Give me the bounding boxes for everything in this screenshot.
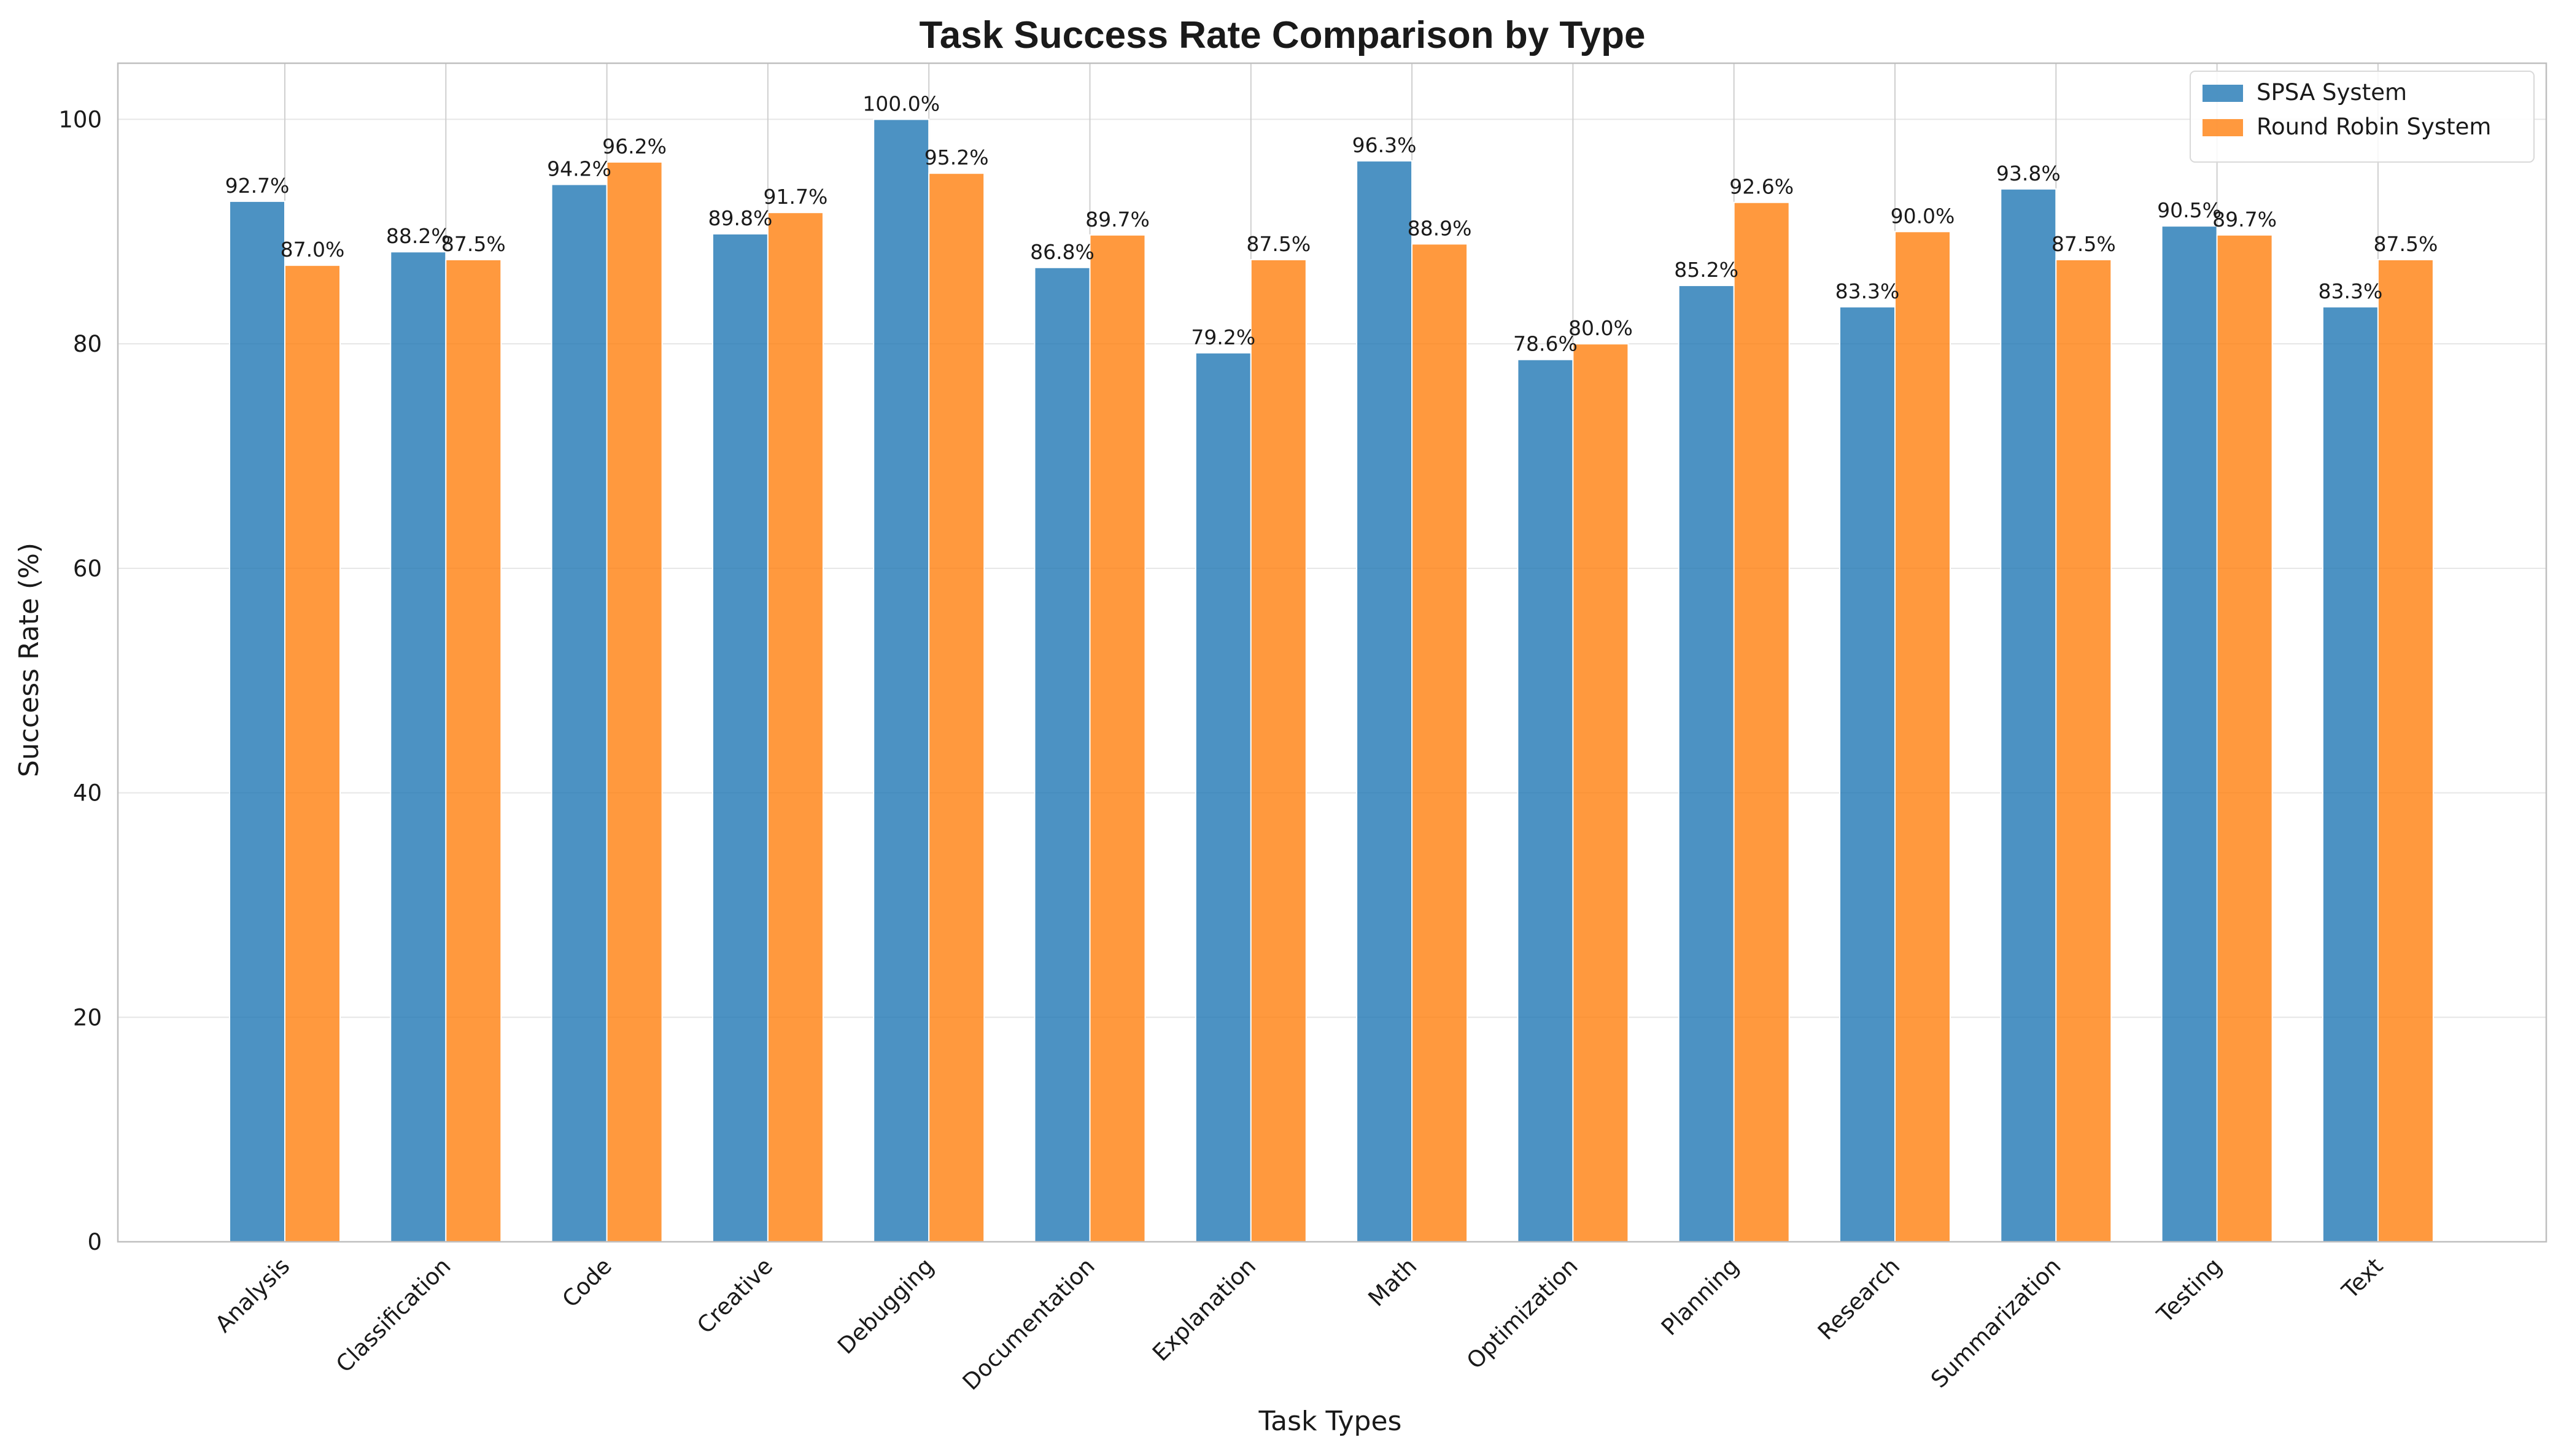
bar-spsa-system xyxy=(1356,160,1413,1243)
data-label-round-robin-system: 92.6% xyxy=(1729,175,1794,199)
bar-spsa-system xyxy=(1034,266,1091,1242)
bar-round-robin-system xyxy=(2055,259,2112,1242)
x-tick-label: Research xyxy=(1813,1253,1905,1345)
legend-swatch xyxy=(2203,119,2243,136)
bar-round-robin-system xyxy=(445,259,502,1242)
x-tick-label: Optimization xyxy=(1462,1253,1583,1374)
legend-label: Round Robin System xyxy=(2257,114,2491,140)
x-tick-label: Code xyxy=(557,1253,617,1312)
bar-spsa-system xyxy=(1517,358,1574,1243)
bars-layer xyxy=(229,118,2434,1243)
data-label-spsa-system: 93.8% xyxy=(1996,161,2061,185)
x-tick-label: Debugging xyxy=(832,1253,939,1360)
data-label-round-robin-system: 89.7% xyxy=(1085,207,1150,231)
bar-round-robin-system xyxy=(1250,259,1307,1242)
y-tick-label: 20 xyxy=(73,1004,102,1031)
x-tick-label: Text xyxy=(2336,1253,2388,1304)
bar-spsa-system xyxy=(1678,285,1735,1242)
bar-round-robin-system xyxy=(767,212,824,1243)
data-labels-layer: 92.7% 88.2% 94.2% 89.8% 100.0% 86.8% 79.2% 96.3… xyxy=(225,91,2438,355)
y-tick-label: 100 xyxy=(58,106,102,133)
bar-spsa-system xyxy=(229,200,285,1242)
data-label-round-robin-system: 96.2% xyxy=(602,134,667,158)
y-tick-label: 0 xyxy=(87,1229,102,1255)
bar-spsa-system xyxy=(2000,188,2057,1242)
x-tick-label: Math xyxy=(1363,1253,1422,1312)
bar-round-robin-system xyxy=(1572,343,1629,1243)
data-label-spsa-system: 83.3% xyxy=(2318,279,2382,303)
data-label-spsa-system: 83.3% xyxy=(1835,279,1900,303)
data-label-round-robin-system: 87.0% xyxy=(281,238,345,261)
plot-frame xyxy=(117,62,2547,1243)
bar-round-robin-system xyxy=(1411,243,1468,1242)
bar-spsa-system xyxy=(551,184,608,1242)
bar-round-robin-system xyxy=(1089,234,1146,1242)
legend: SPSA System Round Robin System xyxy=(2190,71,2535,163)
x-tick-label: Testing xyxy=(2152,1253,2227,1328)
legend-label: SPSA System xyxy=(2257,79,2407,106)
data-label-round-robin-system: 90.0% xyxy=(1891,204,1955,228)
plot-area xyxy=(118,63,2546,1242)
data-label-round-robin-system: 87.5% xyxy=(441,232,506,256)
data-label-spsa-system: 79.2% xyxy=(1191,325,1255,349)
data-label-round-robin-system: 91.7% xyxy=(763,185,827,209)
x-tick-label: Summarization xyxy=(1926,1253,2066,1393)
bar-spsa-system xyxy=(1195,352,1252,1242)
bar-spsa-system xyxy=(1839,306,1896,1242)
data-label-spsa-system: 85.2% xyxy=(1674,258,1738,282)
data-label-round-robin-system: 88.9% xyxy=(1408,216,1472,240)
bar-round-robin-system xyxy=(928,172,985,1243)
bar-round-robin-system xyxy=(2216,234,2273,1242)
x-tick-label: Documentation xyxy=(958,1253,1100,1395)
data-label-round-robin-system: 80.0% xyxy=(1568,316,1633,340)
bar-round-robin-system xyxy=(606,161,663,1242)
bar-round-robin-system xyxy=(2377,259,2434,1242)
bar-spsa-system xyxy=(873,118,930,1242)
data-label-spsa-system: 88.2% xyxy=(386,224,451,248)
data-label-spsa-system: 90.5% xyxy=(2157,198,2222,222)
y-tick-label: 80 xyxy=(73,331,102,357)
y-axis-label: Success Rate (%) xyxy=(14,543,45,777)
x-tick-label: Analysis xyxy=(210,1253,295,1338)
data-label-spsa-system: 100.0% xyxy=(862,91,940,115)
chart-title: Task Success Rate Comparison by Type xyxy=(919,14,1645,56)
data-label-spsa-system: 78.6% xyxy=(1513,332,1578,356)
data-label-spsa-system: 86.8% xyxy=(1030,240,1095,264)
data-label-spsa-system: 89.8% xyxy=(708,206,772,230)
y-tick-label: 60 xyxy=(73,556,102,582)
x-tick-label: Explanation xyxy=(1147,1253,1261,1366)
y-tick-label: 40 xyxy=(73,780,102,807)
bar-round-robin-system xyxy=(284,265,341,1243)
bar-round-robin-system xyxy=(1894,231,1951,1242)
data-label-spsa-system: 94.2% xyxy=(547,157,611,180)
bar-spsa-system xyxy=(711,233,769,1242)
bar-spsa-system xyxy=(2161,225,2218,1243)
data-label-round-robin-system: 87.5% xyxy=(1246,232,1311,256)
data-label-round-robin-system: 87.5% xyxy=(2373,232,2438,256)
data-label-round-robin-system: 95.2% xyxy=(924,145,989,169)
legend-box xyxy=(2190,71,2535,163)
x-tick-label: Classification xyxy=(331,1253,456,1378)
bar-spsa-system xyxy=(2322,306,2379,1242)
bar-round-robin-system xyxy=(1733,201,1790,1243)
data-label-spsa-system: 92.7% xyxy=(225,174,290,198)
data-label-round-robin-system: 87.5% xyxy=(2052,232,2116,256)
x-axis-label: Task Types xyxy=(1258,1406,1402,1437)
x-tick-label: Creative xyxy=(692,1253,778,1339)
bar-spsa-system xyxy=(390,251,447,1243)
x-tick-label: Planning xyxy=(1656,1253,1744,1341)
data-label-spsa-system: 96.3% xyxy=(1352,133,1417,157)
legend-swatch xyxy=(2203,85,2243,102)
data-label-round-robin-system: 89.7% xyxy=(2212,207,2277,231)
